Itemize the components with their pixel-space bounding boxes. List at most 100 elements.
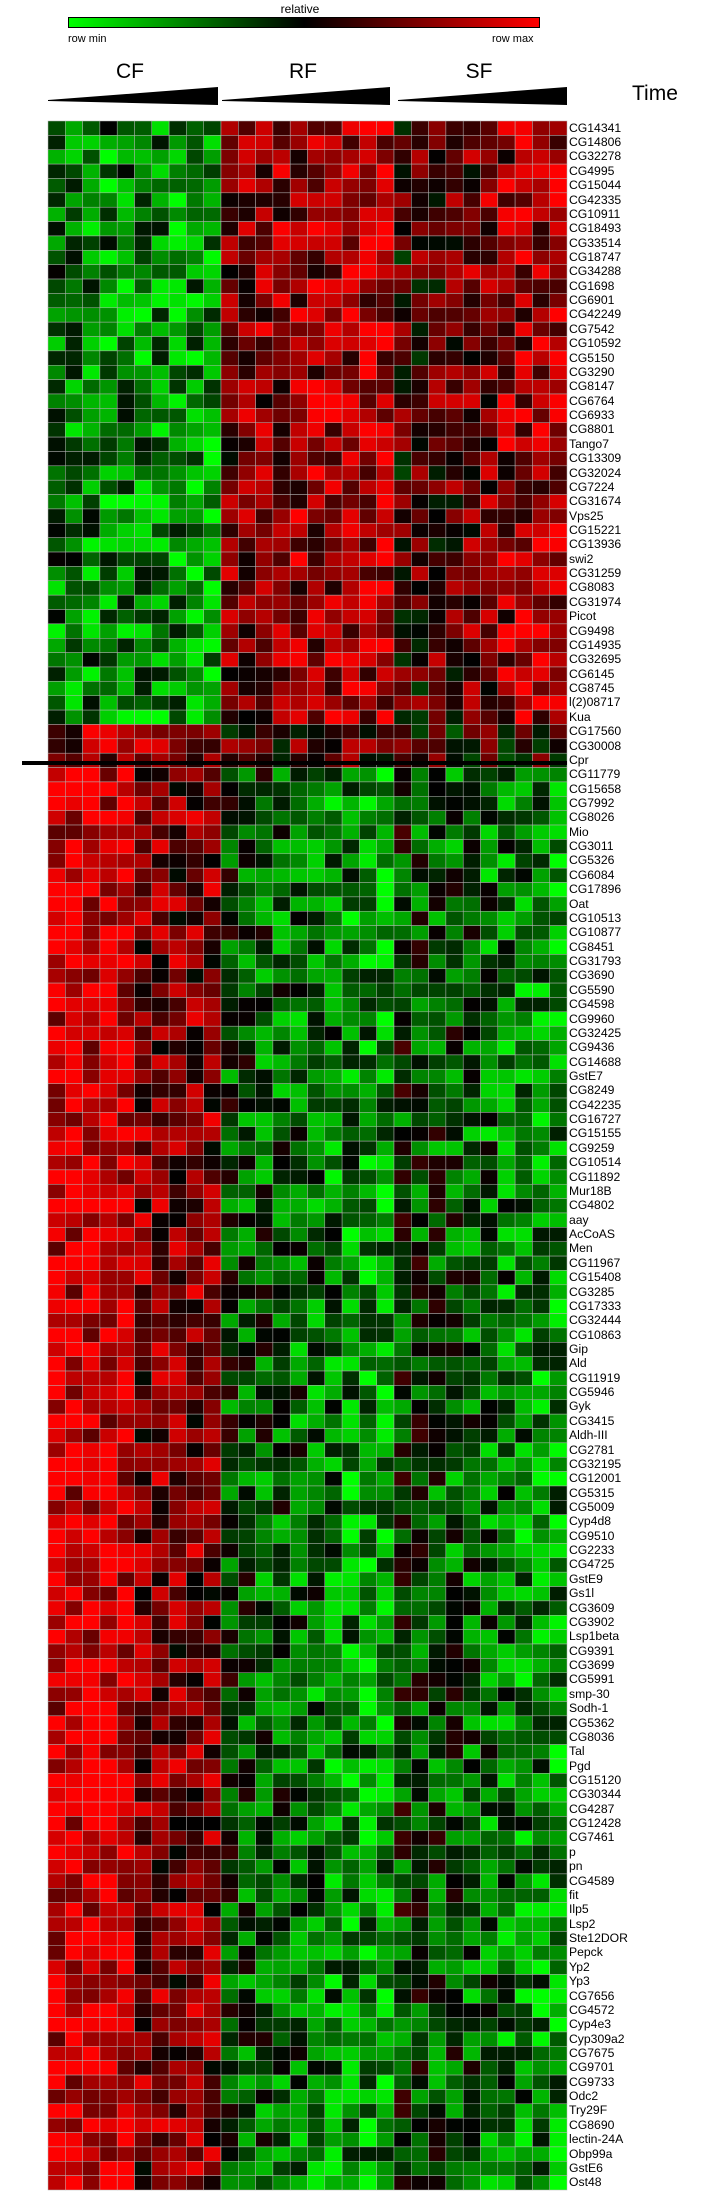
- gene-label: Ost48: [569, 2175, 602, 2190]
- gene-label: Lsp1beta: [569, 1629, 620, 1644]
- gene-label: CG7461: [569, 1830, 615, 1845]
- time-axis-label: Time: [632, 82, 678, 105]
- legend-title: relative: [280, 2, 320, 16]
- gene-label: Mur18B: [569, 1183, 612, 1198]
- time-wedge-sf: [398, 87, 567, 105]
- gene-label: CG10592: [569, 336, 622, 351]
- gene-label: l(2)08717: [569, 695, 621, 710]
- gene-label: CG7542: [569, 321, 615, 336]
- legend-gradient-bar: [68, 17, 540, 28]
- gene-label: CG7656: [569, 1988, 615, 2003]
- gene-label: CG8026: [569, 810, 615, 825]
- gene-label: CG5150: [569, 350, 615, 365]
- gene-label: CG6933: [569, 408, 615, 423]
- gene-label: Yp2: [569, 1959, 590, 1974]
- gene-label: CG14688: [569, 1054, 622, 1069]
- gene-label: CG11919: [569, 1370, 621, 1385]
- gene-label: CG7992: [569, 795, 615, 810]
- gene-label: CG3011: [569, 839, 614, 854]
- gene-label: aay: [569, 1212, 589, 1227]
- gene-label: CG32024: [569, 465, 622, 480]
- gene-label: CG8147: [569, 379, 615, 394]
- legend-max-label: row max: [492, 33, 534, 45]
- gene-label: CG3415: [569, 1413, 615, 1428]
- gene-label: Try29F: [569, 2103, 608, 2118]
- gene-label: CG15155: [569, 1126, 622, 1141]
- gene-label: Lsp2: [569, 1916, 596, 1931]
- gene-label: CG15658: [569, 781, 622, 796]
- gene-label: CG15044: [569, 178, 622, 193]
- gene-label: Oat: [569, 896, 589, 911]
- gene-label: CG15221: [569, 522, 622, 537]
- gene-label: CG31674: [569, 494, 622, 509]
- gene-label: CG6084: [569, 867, 615, 882]
- gene-label: CG14341: [569, 120, 622, 135]
- gene-label: CG18747: [569, 250, 622, 264]
- gene-label: Men: [569, 1241, 593, 1256]
- gene-label: CG5362: [569, 1715, 615, 1730]
- gene-label: CG18493: [569, 221, 622, 236]
- time-wedge-rf: [222, 87, 390, 105]
- gene-label: CG30008: [569, 738, 622, 753]
- gene-label: CG9733: [569, 2074, 615, 2089]
- gene-label: CG9391: [569, 1643, 615, 1658]
- gene-label: CG8083: [569, 580, 615, 595]
- gene-label: CG5590: [569, 982, 615, 997]
- gene-label: swi2: [569, 551, 594, 566]
- gene-label: CG12001: [569, 1471, 622, 1486]
- gene-label: CG17896: [569, 882, 622, 897]
- gene-label: Cyp4d8: [569, 1514, 612, 1529]
- gene-label: CG8745: [569, 681, 615, 696]
- gene-label: CG5946: [569, 1385, 615, 1400]
- gene-label: GstE9: [569, 1571, 603, 1586]
- gene-label: Sodh-1: [569, 1701, 609, 1716]
- gene-label: CG4598: [569, 997, 615, 1012]
- gene-label: CG32425: [569, 1025, 622, 1040]
- time-wedges: [48, 87, 567, 105]
- gene-label: CG5991: [569, 1672, 615, 1687]
- gene-label: CG15408: [569, 1270, 622, 1285]
- gene-label: CG32695: [569, 652, 622, 667]
- gene-label: CG34288: [569, 264, 622, 279]
- gene-label: CG4589: [569, 1873, 615, 1888]
- gene-label: Cyp4e3: [569, 2017, 612, 2032]
- gene-label: CG11892: [569, 1169, 621, 1184]
- gene-label: Gip: [569, 1341, 588, 1356]
- gene-label: CG32278: [569, 149, 622, 164]
- gene-label: Cyp309a2: [569, 2031, 625, 2046]
- gene-label: CG4725: [569, 1557, 615, 1572]
- gene-label: CG11967: [569, 1255, 621, 1270]
- gene-label: CG3902: [569, 1614, 615, 1629]
- gene-label: Gs1l: [569, 1586, 595, 1601]
- gene-label: pn: [569, 1859, 583, 1874]
- gene-label: Gyk: [569, 1399, 591, 1414]
- gene-label: Pepck: [569, 1945, 603, 1960]
- gene-label: CG8451: [569, 939, 615, 954]
- gene-label: CG7675: [569, 2046, 615, 2060]
- gene-label: CG14806: [569, 135, 622, 150]
- gene-label: CG15120: [569, 1773, 622, 1787]
- gene-label: CG4572: [569, 2002, 615, 2017]
- gene-label: CG42249: [569, 307, 622, 322]
- gene-label: CG13309: [569, 451, 622, 466]
- gene-label: CG2781: [569, 1442, 615, 1457]
- gene-label: CG31974: [569, 594, 622, 609]
- gene-label: p: [569, 1844, 576, 1859]
- gene-label: CG32444: [569, 1313, 622, 1328]
- gene-label: CG10513: [569, 910, 622, 925]
- gene-label: CG16727: [569, 1112, 622, 1127]
- gene-label: CG9436: [569, 1040, 615, 1055]
- gene-label: AcCoAS: [569, 1227, 616, 1242]
- gene-label: Odc2: [569, 2089, 599, 2104]
- gene-label: CG12428: [569, 1816, 622, 1831]
- gene-label: CG10863: [569, 1327, 622, 1342]
- gene-label: CG9701: [569, 2060, 615, 2075]
- heatmap-cells: [47, 120, 568, 2191]
- gene-label: Cpr: [569, 752, 589, 767]
- gene-label: CG30344: [569, 1787, 622, 1802]
- gene-label: CG5315: [569, 1485, 615, 1500]
- gene-label: Yp3: [569, 1974, 590, 1989]
- gene-label: CG9498: [569, 623, 615, 638]
- gene-label: CG17560: [569, 724, 622, 739]
- gene-label: Picot: [569, 609, 597, 624]
